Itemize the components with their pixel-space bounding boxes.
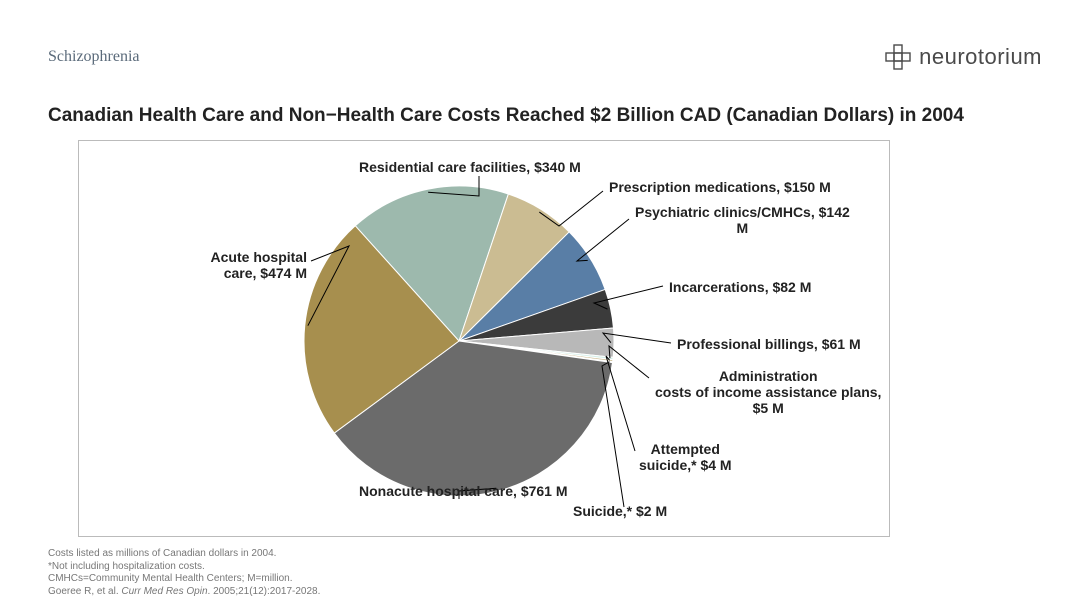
pie-slice-label: Nonacute hospital care, $761 M [359,483,568,499]
pie-slice-label: Acute hospitalcare, $474 M [211,249,307,281]
leader-line [609,346,649,378]
pie-slice-label: Administrationcosts of income assistance… [655,368,881,416]
leader-line [606,356,635,451]
pie-slice-label: Prescription medications, $150 M [609,179,831,195]
footnote-line: Costs listed as millions of Canadian dol… [48,548,320,561]
brand: neurotorium [885,44,1042,70]
chart-frame: Residential care facilities, $340 M Presc… [78,140,890,537]
header: Schizophrenia neurotorium [48,44,1042,70]
footnotes: Costs listed as millions of Canadian dol… [48,548,320,598]
pie-slice-label: Suicide,* $2 M [573,503,667,519]
pie-slice-label: Psychiatric clinics/CMHCs, $142M [635,204,850,236]
pie-slice-label: Attemptedsuicide,* $4 M [639,441,732,473]
footnote-line: *Not including hospitalization costs. [48,561,320,574]
chart-title: Canadian Health Care and Non−Health Care… [48,105,964,127]
leader-line [577,219,629,261]
topic-label: Schizophrenia [48,48,140,66]
pie-slice-label: Residential care facilities, $340 M [359,159,581,175]
brand-icon [885,44,911,70]
pie-slice-label: Professional billings, $61 M [677,336,861,352]
brand-text: neurotorium [919,44,1042,70]
pie-slice-label: Incarcerations, $82 M [669,279,811,295]
footnote-line: Goeree R, et al. Curr Med Res Opin. 2005… [48,586,320,599]
pie-chart: Residential care facilities, $340 M Presc… [79,141,889,536]
footnote-line: CMHCs=Community Mental Health Centers; M… [48,573,320,586]
